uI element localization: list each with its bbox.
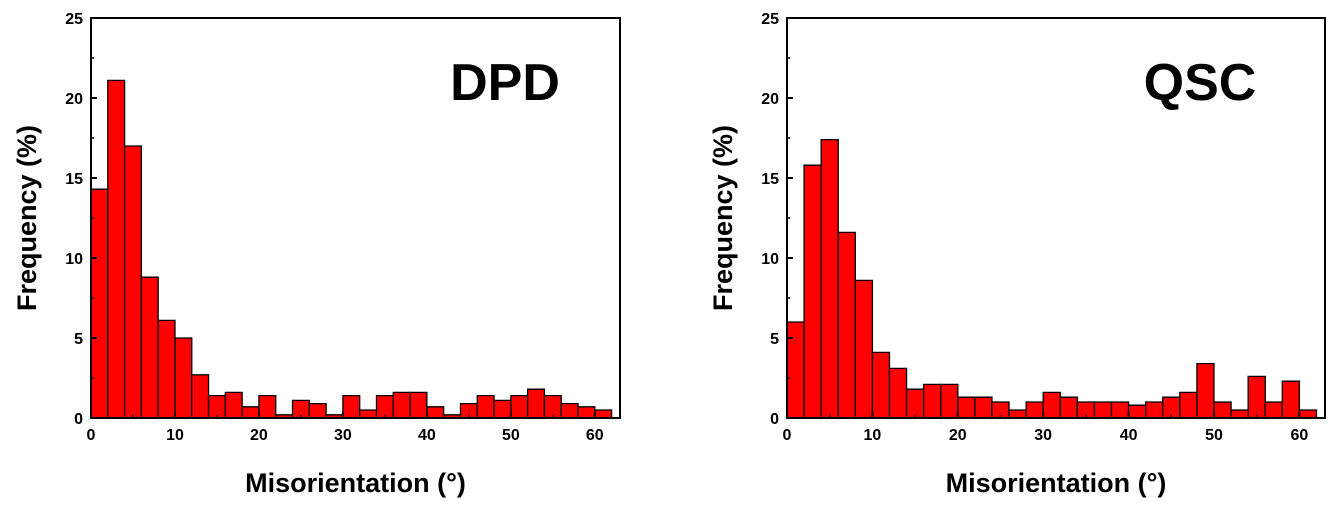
panel-annotation: DPD <box>450 54 560 112</box>
bar <box>1145 401 1164 418</box>
bar <box>157 319 176 418</box>
bar <box>510 394 529 418</box>
bar <box>342 394 361 418</box>
x-axis-label: Misorientation (°) <box>245 468 466 498</box>
y-tick-label: 5 <box>770 331 779 348</box>
bar <box>1264 401 1283 418</box>
x-tick-label: 20 <box>250 427 268 444</box>
x-tick-label: 50 <box>1205 427 1223 444</box>
bar <box>1162 396 1181 418</box>
x-tick-label: 30 <box>1034 427 1052 444</box>
bar <box>820 138 839 418</box>
y-axis-label: Frequency (%) <box>12 125 42 311</box>
bar <box>854 279 874 418</box>
bar <box>1281 380 1301 418</box>
x-tick-label: 50 <box>502 427 520 444</box>
bar <box>837 231 856 418</box>
bar <box>241 406 260 418</box>
bar <box>1127 404 1147 418</box>
bar <box>1042 391 1061 418</box>
bar <box>493 399 512 418</box>
bar <box>359 409 378 418</box>
bar <box>786 321 805 418</box>
bar <box>1213 401 1232 418</box>
x-tick-label: 40 <box>1120 427 1138 444</box>
panel-annotation: QSC <box>1144 54 1257 112</box>
x-tick-label: 0 <box>783 427 792 444</box>
y-tick-label: 25 <box>65 11 83 28</box>
bar <box>871 351 891 418</box>
bar <box>375 394 394 418</box>
x-tick-label: 10 <box>863 427 881 444</box>
bar <box>577 406 596 418</box>
y-tick-label: 0 <box>74 411 83 428</box>
x-tick-label: 20 <box>949 427 967 444</box>
bar <box>1298 409 1318 418</box>
panel-qsc: 0 10 20 30 40 50 60 0 5 10 15 20 25 Misorientation (°… <box>708 11 1326 498</box>
bar <box>526 388 546 418</box>
bar <box>940 383 959 418</box>
bar <box>1059 396 1078 418</box>
bar <box>392 391 411 418</box>
bar <box>1025 401 1044 418</box>
panel-dpd: 0 10 20 30 40 50 60 0 5 10 15 20 25 Misorientation (°… <box>12 11 621 498</box>
bar <box>107 79 126 418</box>
bar <box>1093 401 1113 418</box>
y-tick-label: 20 <box>65 91 83 108</box>
y-tick-label: 0 <box>770 411 779 428</box>
x-tick-label: 0 <box>87 427 96 444</box>
bar <box>922 383 942 418</box>
y-tick-label: 25 <box>761 11 779 28</box>
y-tick-label: 15 <box>65 171 83 188</box>
y-tick-label: 10 <box>761 251 779 268</box>
bar <box>258 394 277 418</box>
x-axis-label: Misorientation (°) <box>946 468 1167 498</box>
y-tick-label: 10 <box>65 251 83 268</box>
bar <box>123 145 143 418</box>
x-tick-label: 60 <box>586 427 604 444</box>
x-tick-label: 10 <box>166 427 184 444</box>
bar <box>90 188 109 418</box>
bar <box>140 276 159 418</box>
x-tick-label: 40 <box>418 427 436 444</box>
y-tick-label: 15 <box>761 171 779 188</box>
bar <box>560 402 579 418</box>
bar <box>543 394 562 418</box>
bar <box>1179 391 1198 418</box>
bar <box>476 394 495 418</box>
y-tick-label: 20 <box>761 91 779 108</box>
bar <box>1110 401 1130 418</box>
y-tick-label: 5 <box>74 331 83 348</box>
bar <box>426 406 445 418</box>
bar <box>224 391 243 418</box>
bar <box>594 409 613 418</box>
bar <box>905 388 925 418</box>
bar <box>1247 375 1266 418</box>
bar <box>1196 362 1215 418</box>
bar <box>974 396 993 418</box>
bar <box>1008 409 1027 418</box>
bar <box>191 374 210 418</box>
bar <box>174 337 193 418</box>
bar <box>308 402 327 418</box>
bar <box>1230 409 1249 418</box>
y-axis-label: Frequency (%) <box>708 125 738 311</box>
bar <box>888 367 908 418</box>
bar <box>409 391 428 418</box>
bar <box>957 396 976 418</box>
x-tick-label: 30 <box>334 427 352 444</box>
bar <box>803 164 822 418</box>
x-tick-label: 60 <box>1290 427 1308 444</box>
bar <box>207 394 226 418</box>
